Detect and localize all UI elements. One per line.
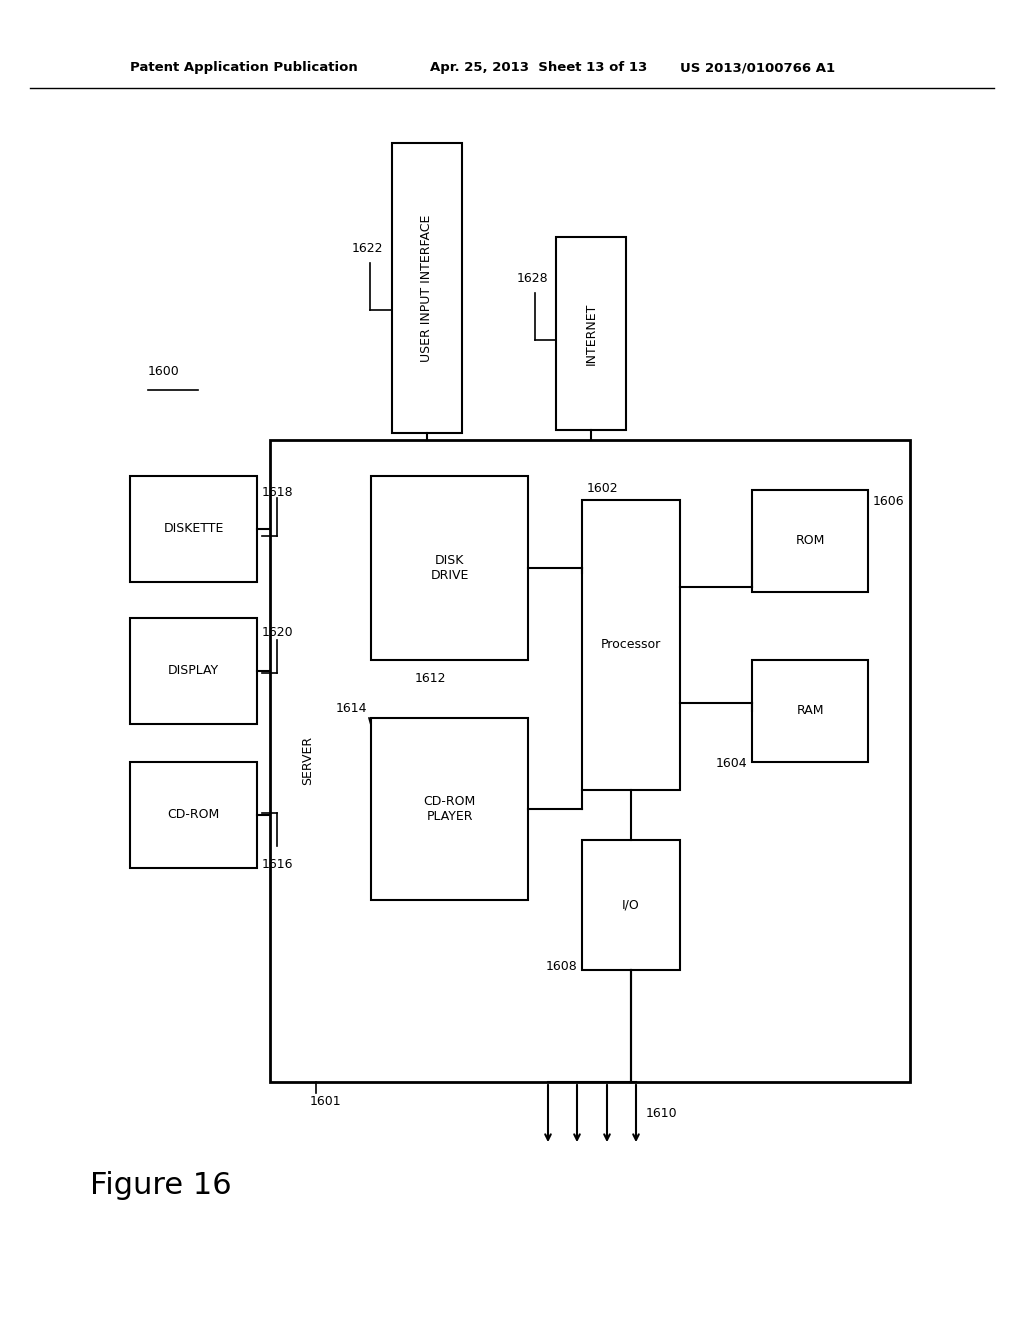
Text: ROM: ROM bbox=[796, 535, 824, 548]
Text: INTERNET: INTERNET bbox=[585, 302, 597, 364]
Text: DISKETTE: DISKETTE bbox=[163, 523, 223, 536]
Bar bbox=[270, 440, 910, 1082]
Text: 1616: 1616 bbox=[262, 858, 294, 871]
Bar bbox=[130, 477, 257, 582]
Text: CD-ROM
PLAYER: CD-ROM PLAYER bbox=[423, 795, 475, 822]
Text: DISK
DRIVE: DISK DRIVE bbox=[430, 554, 469, 582]
Text: 1620: 1620 bbox=[262, 626, 294, 639]
Bar bbox=[556, 238, 626, 430]
Text: SERVER: SERVER bbox=[301, 735, 314, 784]
Bar bbox=[371, 718, 528, 900]
Text: DISPLAY: DISPLAY bbox=[168, 664, 219, 677]
Bar bbox=[582, 500, 680, 789]
Bar bbox=[130, 762, 257, 869]
Text: 1622: 1622 bbox=[352, 242, 384, 255]
Text: US 2013/0100766 A1: US 2013/0100766 A1 bbox=[680, 62, 836, 74]
Text: Figure 16: Figure 16 bbox=[90, 1171, 231, 1200]
Bar bbox=[752, 490, 868, 591]
Text: I/O: I/O bbox=[623, 899, 640, 912]
Text: Apr. 25, 2013  Sheet 13 of 13: Apr. 25, 2013 Sheet 13 of 13 bbox=[430, 62, 647, 74]
Bar bbox=[752, 660, 868, 762]
Text: CD-ROM: CD-ROM bbox=[167, 808, 219, 821]
Bar bbox=[392, 143, 462, 433]
Text: 1608: 1608 bbox=[545, 960, 577, 973]
Text: 1618: 1618 bbox=[262, 486, 294, 499]
Text: 1614: 1614 bbox=[336, 702, 367, 715]
Bar bbox=[582, 840, 680, 970]
Text: 1602: 1602 bbox=[587, 482, 618, 495]
Text: 1628: 1628 bbox=[517, 272, 549, 285]
Text: 1612: 1612 bbox=[415, 672, 446, 685]
Text: USER INPUT INTERFACE: USER INPUT INTERFACE bbox=[421, 214, 433, 362]
Text: 1606: 1606 bbox=[873, 495, 904, 508]
Text: Processor: Processor bbox=[601, 639, 662, 652]
Bar bbox=[130, 618, 257, 723]
Bar bbox=[371, 477, 528, 660]
Text: 1600: 1600 bbox=[148, 366, 180, 378]
Text: 1604: 1604 bbox=[716, 756, 746, 770]
Text: 1601: 1601 bbox=[310, 1096, 342, 1107]
Text: RAM: RAM bbox=[797, 705, 823, 718]
Text: 1610: 1610 bbox=[646, 1107, 678, 1119]
Text: Patent Application Publication: Patent Application Publication bbox=[130, 62, 357, 74]
